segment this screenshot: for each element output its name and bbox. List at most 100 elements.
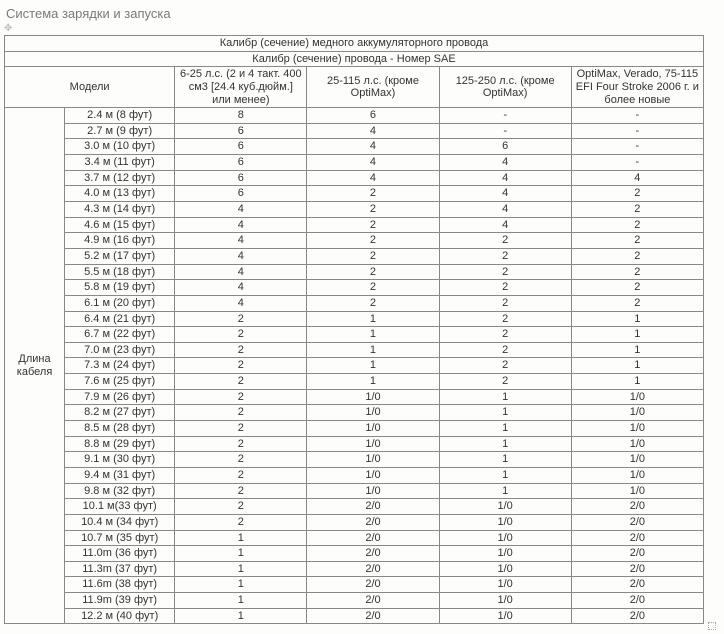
table-row: 3.4 м (11 фут)644- bbox=[5, 155, 704, 171]
value-cell: 2 bbox=[307, 233, 439, 249]
cable-length-cell: 7.3 м (24 фут) bbox=[65, 358, 175, 374]
value-cell: 1/0 bbox=[439, 593, 571, 609]
value-cell: 2 bbox=[307, 295, 439, 311]
value-cell: 2 bbox=[439, 248, 571, 264]
table-row: 7.6 м (25 фут)2121 bbox=[5, 374, 704, 390]
value-cell: 2 bbox=[175, 389, 307, 405]
value-cell: 1/0 bbox=[571, 421, 703, 437]
cable-length-cell: 6.7 м (22 фут) bbox=[65, 327, 175, 343]
value-cell: 2 bbox=[175, 514, 307, 530]
cable-length-cell: 9.4 м (31 фут) bbox=[65, 467, 175, 483]
value-cell: 2 bbox=[571, 202, 703, 218]
value-cell: - bbox=[439, 108, 571, 124]
value-cell: 1/0 bbox=[439, 561, 571, 577]
value-cell: 2 bbox=[439, 342, 571, 358]
value-cell: 1 bbox=[175, 530, 307, 546]
value-cell: 1 bbox=[307, 358, 439, 374]
value-cell: 1/0 bbox=[571, 389, 703, 405]
cable-length-cell: 10.7 м (35 фут) bbox=[65, 530, 175, 546]
value-cell: 4 bbox=[307, 139, 439, 155]
value-cell: 4 bbox=[175, 264, 307, 280]
cable-length-cell: 11.0m (36 фут) bbox=[65, 546, 175, 562]
cable-length-cell: 9.8 м (32 фут) bbox=[65, 483, 175, 499]
cable-length-cell: 7.6 м (25 фут) bbox=[65, 374, 175, 390]
cable-length-cell: 8.8 м (29 фут) bbox=[65, 436, 175, 452]
cable-length-cell: 9.1 м (30 фут) bbox=[65, 452, 175, 468]
value-cell: 1/0 bbox=[439, 499, 571, 515]
value-cell: 6 bbox=[175, 186, 307, 202]
value-cell: 1/0 bbox=[571, 405, 703, 421]
table-row: 9.4 м (31 фут)21/011/0 bbox=[5, 467, 704, 483]
value-cell: 2/0 bbox=[571, 608, 703, 624]
value-cell: 2 bbox=[175, 374, 307, 390]
value-cell: 1 bbox=[571, 327, 703, 343]
value-cell: 4 bbox=[439, 202, 571, 218]
table-header-main: Калибр (сечение) медного аккумуляторного… bbox=[5, 36, 704, 52]
value-cell: 1 bbox=[439, 452, 571, 468]
value-cell: 2/0 bbox=[307, 593, 439, 609]
value-cell: 1 bbox=[307, 342, 439, 358]
table-row: 2.7 м (9 фут)64-- bbox=[5, 123, 704, 139]
table-row: 6.1 м (20 фут)4222 bbox=[5, 295, 704, 311]
value-cell: 1/0 bbox=[571, 452, 703, 468]
value-cell: 2 bbox=[439, 374, 571, 390]
value-cell: 4 bbox=[175, 280, 307, 296]
cable-length-cell: 2.7 м (9 фут) bbox=[65, 123, 175, 139]
value-cell: 6 bbox=[175, 139, 307, 155]
value-cell: 2 bbox=[571, 280, 703, 296]
cable-length-cell: 7.0 м (23 фут) bbox=[65, 342, 175, 358]
table-row: 7.9 м (26 фут)21/011/0 bbox=[5, 389, 704, 405]
value-cell: 4 bbox=[175, 217, 307, 233]
resize-handle-icon bbox=[4, 624, 720, 630]
value-cell: 4 bbox=[175, 295, 307, 311]
value-cell: 6 bbox=[307, 108, 439, 124]
value-cell: 2 bbox=[175, 405, 307, 421]
value-cell: 1 bbox=[175, 561, 307, 577]
col-header-0: 6-25 л.с. (2 и 4 такт. 400 см3 [24.4 куб… bbox=[175, 67, 307, 108]
value-cell: 1 bbox=[439, 389, 571, 405]
value-cell: 2/0 bbox=[571, 593, 703, 609]
wire-gauge-table: Калибр (сечение) медного аккумуляторного… bbox=[4, 35, 704, 624]
value-cell: 2 bbox=[307, 264, 439, 280]
value-cell: 2/0 bbox=[307, 608, 439, 624]
value-cell: 2 bbox=[307, 202, 439, 218]
cable-length-cell: 5.8 м (19 фут) bbox=[65, 280, 175, 296]
value-cell: 2/0 bbox=[307, 530, 439, 546]
table-row: 8.2 м (27 фут)21/011/0 bbox=[5, 405, 704, 421]
table-row: 5.5 м (18 фут)4222 bbox=[5, 264, 704, 280]
cable-length-cell: 10.4 м (34 фут) bbox=[65, 514, 175, 530]
table-row: 4.3 м (14 фут)4242 bbox=[5, 202, 704, 218]
value-cell: 1/0 bbox=[307, 483, 439, 499]
value-cell: 1/0 bbox=[307, 452, 439, 468]
value-cell: 6 bbox=[175, 155, 307, 171]
value-cell: 1/0 bbox=[307, 436, 439, 452]
cable-length-cell: 11.3m (37 фут) bbox=[65, 561, 175, 577]
table-row: 3.7 м (12 фут)6444 bbox=[5, 170, 704, 186]
value-cell: 6 bbox=[175, 123, 307, 139]
value-cell: 1/0 bbox=[307, 421, 439, 437]
table-header-sub: Калибр (сечение) провода - Номер SAE bbox=[5, 51, 704, 67]
cable-length-cell: 6.1 м (20 фут) bbox=[65, 295, 175, 311]
cable-length-cell: 2.4 м (8 фут) bbox=[65, 108, 175, 124]
value-cell: 2/0 bbox=[307, 546, 439, 562]
value-cell: 2 bbox=[307, 248, 439, 264]
value-cell: 4 bbox=[307, 123, 439, 139]
cable-length-cell: 5.2 м (17 фут) bbox=[65, 248, 175, 264]
value-cell: 1/0 bbox=[439, 530, 571, 546]
table-row: 6.4 м (21 фут)2121 bbox=[5, 311, 704, 327]
value-cell: 2 bbox=[175, 436, 307, 452]
page-title: Система зарядки и запуска bbox=[6, 6, 720, 21]
value-cell: - bbox=[571, 155, 703, 171]
value-cell: 2 bbox=[175, 327, 307, 343]
value-cell: 1 bbox=[175, 546, 307, 562]
value-cell: 1/0 bbox=[571, 467, 703, 483]
value-cell: 1 bbox=[439, 421, 571, 437]
table-row: 6.7 м (22 фут)2121 bbox=[5, 327, 704, 343]
table-row: 7.3 м (24 фут)2121 bbox=[5, 358, 704, 374]
table-row: 3.0 м (10 фут)646- bbox=[5, 139, 704, 155]
value-cell: 2/0 bbox=[571, 499, 703, 515]
cable-length-cell: 3.7 м (12 фут) bbox=[65, 170, 175, 186]
value-cell: - bbox=[571, 108, 703, 124]
value-cell: 2/0 bbox=[571, 546, 703, 562]
value-cell: 1 bbox=[571, 374, 703, 390]
